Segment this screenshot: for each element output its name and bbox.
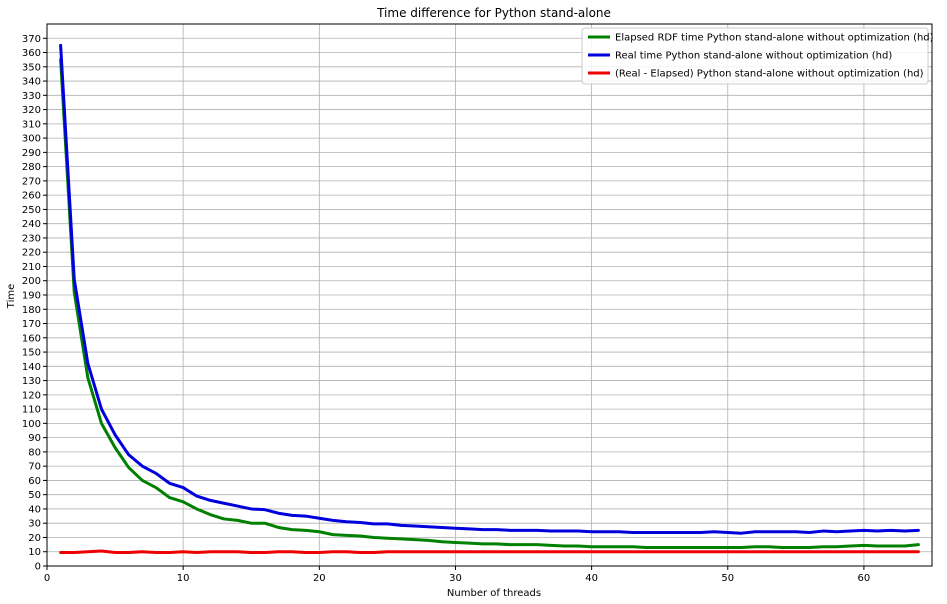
y-tick-label: 70 (28, 462, 41, 473)
y-tick-label: 10 (28, 547, 41, 558)
y-tick-label: 200 (22, 276, 41, 287)
y-tick-label: 270 (22, 176, 41, 187)
y-tick-label: 220 (22, 248, 41, 259)
x-tick-label: 20 (313, 573, 326, 584)
y-tick-label: 100 (22, 419, 41, 430)
y-tick-label: 300 (22, 134, 41, 145)
x-tick-label: 50 (721, 573, 734, 584)
y-tick-label: 50 (28, 490, 41, 501)
y-tick-label: 250 (22, 205, 41, 216)
legend-label-3: (Real - Elapsed) Python stand-alone with… (615, 69, 924, 80)
y-tick-label: 260 (22, 191, 41, 202)
y-tick-label: 190 (22, 291, 41, 302)
y-tick-label: 130 (22, 376, 41, 387)
y-tick-label: 20 (28, 533, 41, 544)
x-tick-label: 60 (858, 573, 871, 584)
legend-box (581, 27, 929, 85)
y-axis-title: Time (6, 284, 17, 309)
axis-ticks: 0 10 20 30 40 50 60 0 10 20 30 40 50 60 70 80 90 100 110 12… (22, 34, 870, 584)
y-tick-label: 360 (22, 48, 41, 59)
y-tick-label: 120 (22, 390, 41, 401)
y-tick-label: 230 (22, 233, 41, 244)
y-tick-label: 290 (22, 148, 41, 159)
y-tick-label: 60 (28, 476, 41, 487)
y-tick-label: 180 (22, 305, 41, 316)
x-tick-label: 30 (449, 573, 462, 584)
y-tick-label: 240 (22, 219, 41, 230)
y-tick-label: 340 (22, 77, 41, 88)
legend: Elapsed RDF time Python stand-alone with… (581, 27, 934, 85)
y-tick-label: 80 (28, 447, 41, 458)
series-line-1 (59, 58, 920, 549)
y-tick-label: 90 (28, 433, 41, 444)
y-tick-label: 30 (28, 519, 41, 530)
series-line-3 (59, 549, 920, 554)
y-tick-label: 160 (22, 333, 41, 344)
x-axis-title: Number of threads (447, 588, 541, 599)
chart-title: Time difference for Python stand-alone (376, 6, 611, 20)
y-tick-label: 350 (22, 62, 41, 73)
x-tick-label: 40 (585, 573, 598, 584)
x-tick-label: 10 (177, 573, 190, 584)
y-tick-label: 320 (22, 105, 41, 116)
legend-label-2: Real time Python stand-alone without opt… (615, 51, 892, 62)
y-tick-label: 330 (22, 91, 41, 102)
x-tick-label: 0 (44, 573, 50, 584)
y-tick-label: 0 (35, 562, 41, 573)
y-tick-label: 140 (22, 362, 41, 373)
legend-label-1: Elapsed RDF time Python stand-alone with… (615, 33, 934, 44)
y-tick-label: 150 (22, 348, 41, 359)
y-tick-label: 40 (28, 504, 41, 515)
y-tick-label: 170 (22, 319, 41, 330)
y-tick-label: 280 (22, 162, 41, 173)
series-lines (59, 43, 920, 554)
series-line-2 (59, 43, 920, 535)
y-tick-label: 110 (22, 405, 41, 416)
y-tick-label: 210 (22, 262, 41, 273)
y-tick-label: 370 (22, 34, 41, 45)
y-tick-label: 310 (22, 119, 41, 130)
